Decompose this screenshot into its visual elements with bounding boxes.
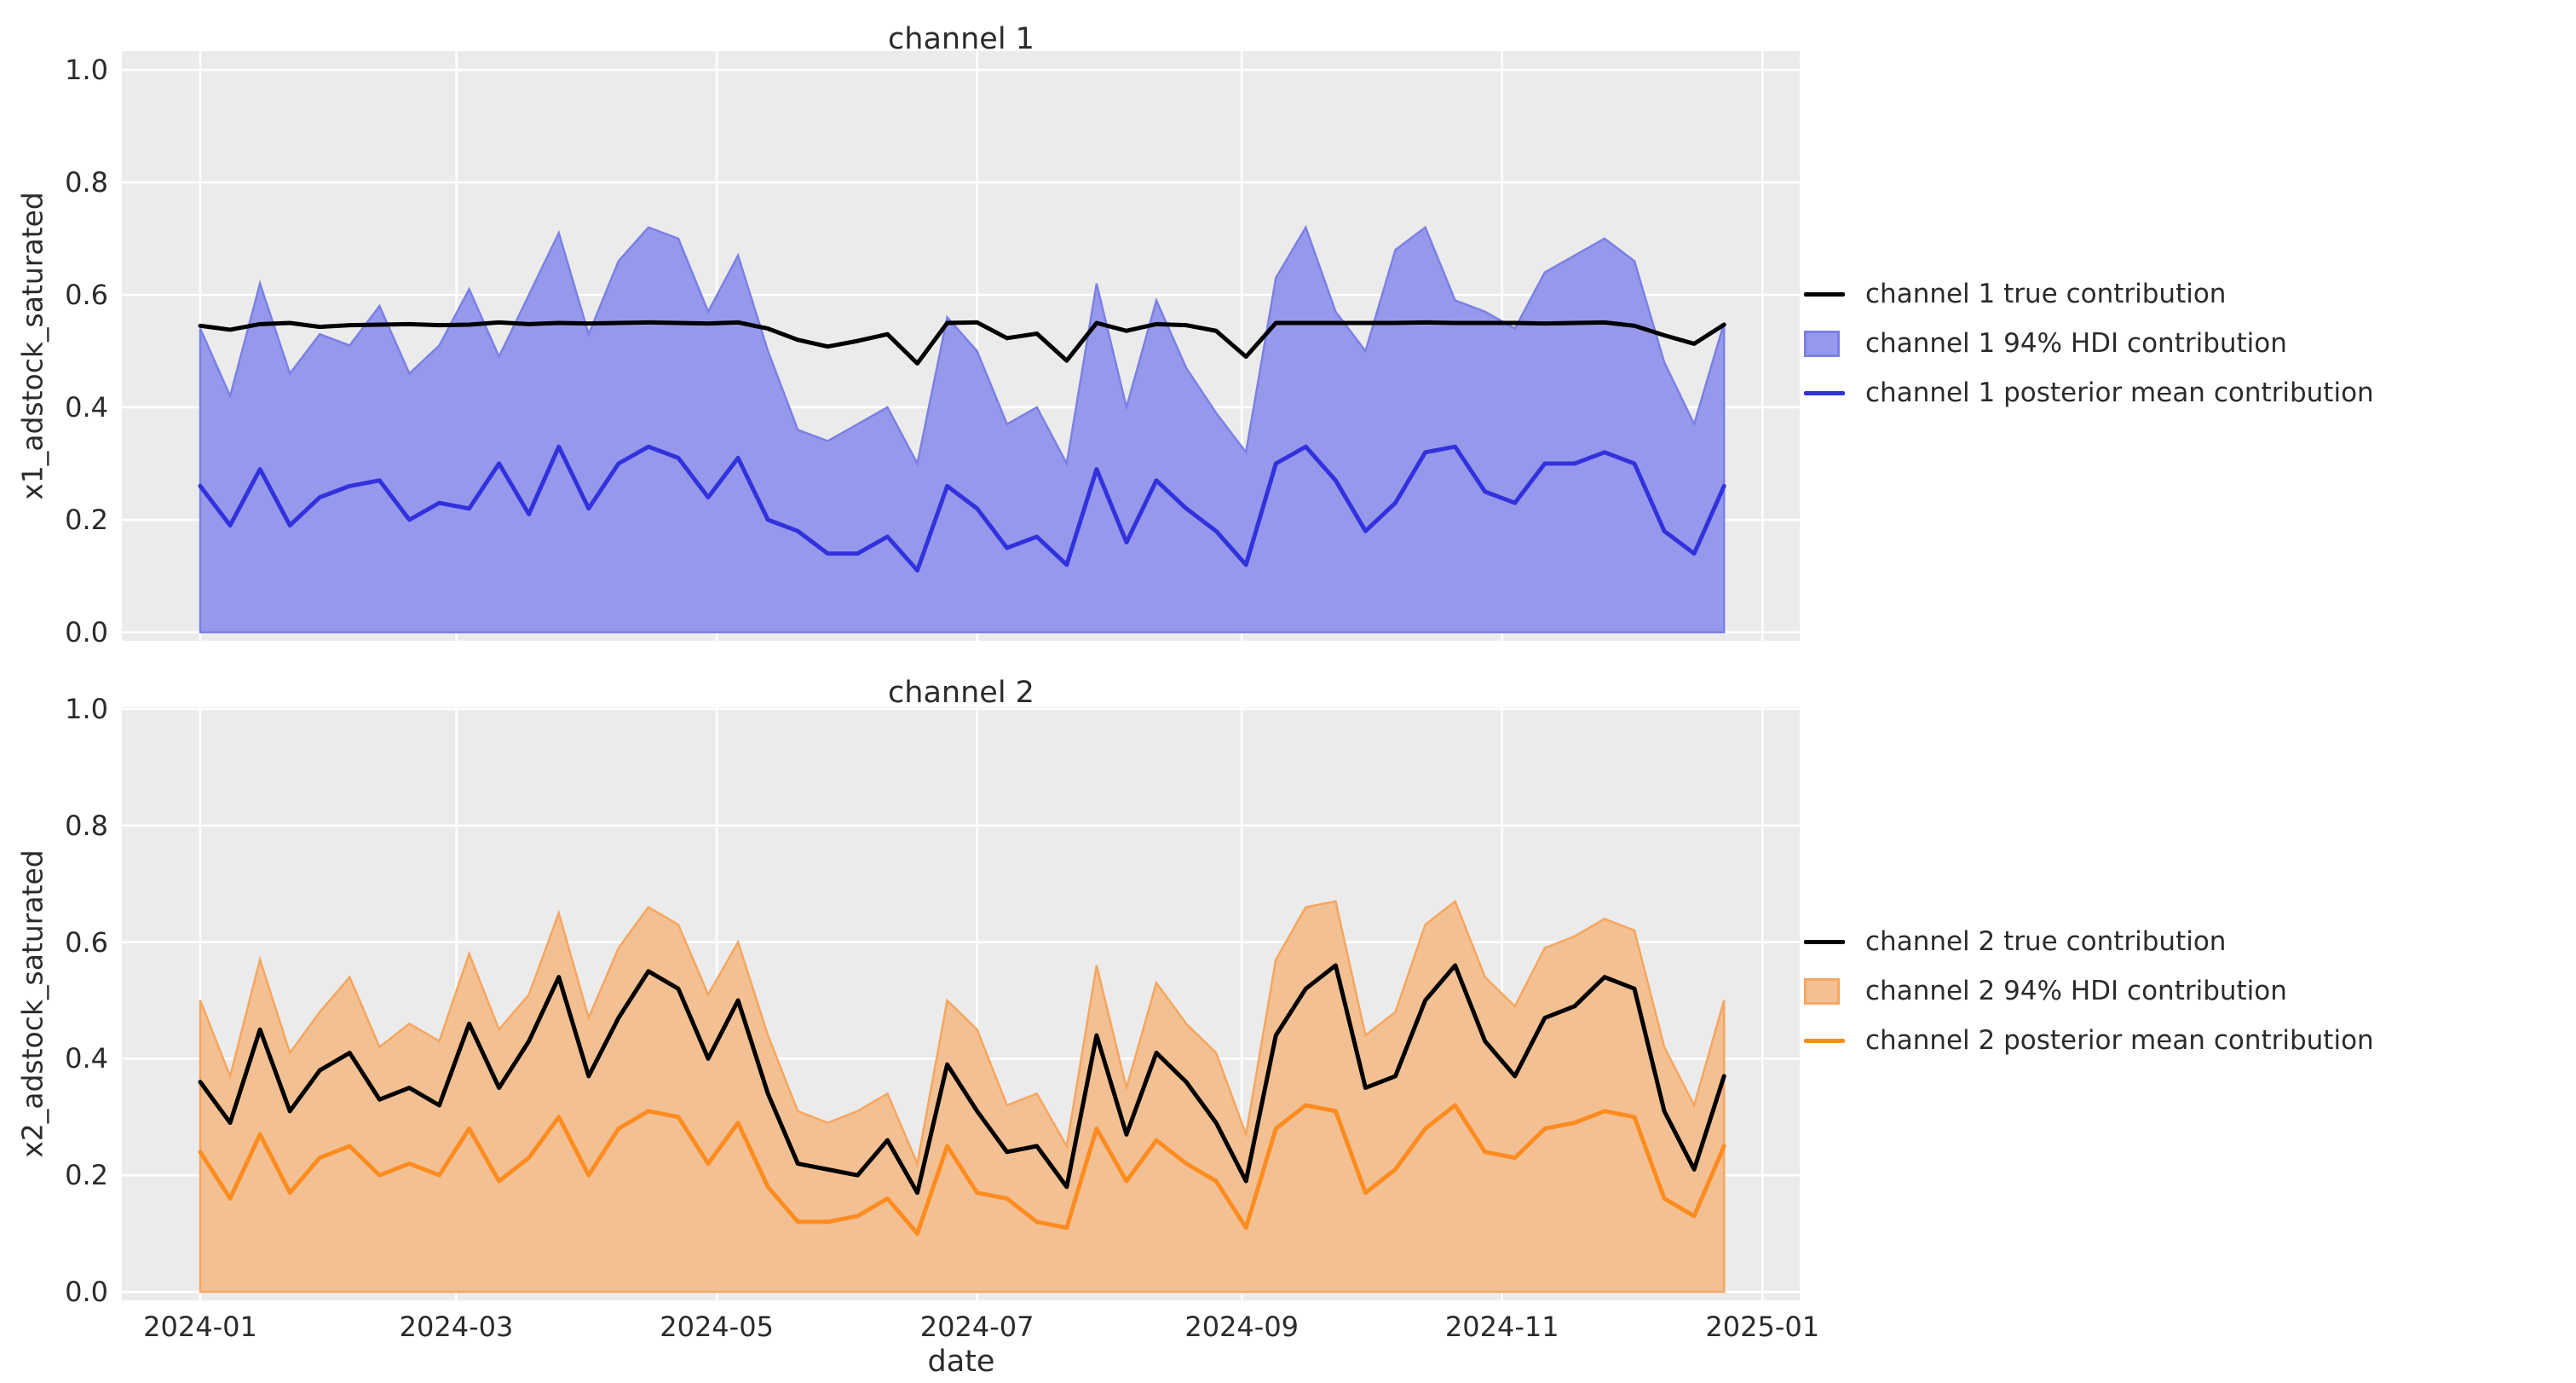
y-tick-label: 0.0 <box>65 1276 108 1308</box>
legend-item: channel 1 true contribution <box>1804 279 2226 309</box>
x-tick-label: 2024-11 <box>1444 1311 1559 1343</box>
y-tick-label: 1.0 <box>65 54 108 86</box>
x-tick-label: 2025-01 <box>1705 1311 1820 1343</box>
legend-item: channel 2 posterior mean contribution <box>1804 1025 2374 1056</box>
posterior-mean-line-swatch <box>1804 390 1845 395</box>
y-tick-label: 0.0 <box>65 616 108 648</box>
chart1-ylabel: x1_adstock_saturated <box>15 192 49 500</box>
chart1-plot-area <box>122 51 1800 641</box>
chart2-plot-area <box>122 707 1800 1300</box>
y-tick-label: 0.6 <box>65 279 108 311</box>
x-tick-label: 2024-05 <box>660 1311 774 1343</box>
legend-label: channel 1 94% HDI contribution <box>1865 328 2287 359</box>
legend-item: channel 1 94% HDI contribution <box>1804 328 2287 359</box>
chart1-title: channel 1 <box>888 22 1034 56</box>
x-tick-label: 2024-09 <box>1184 1311 1300 1343</box>
y-tick-label: 0.2 <box>65 504 108 536</box>
legend-label: channel 1 true contribution <box>1865 279 2227 309</box>
legend-label: channel 2 posterior mean contribution <box>1865 1025 2374 1056</box>
y-tick-label: 1.0 <box>65 693 108 725</box>
y-tick-label: 0.4 <box>65 1042 108 1075</box>
y-tick-label: 0.2 <box>65 1159 108 1192</box>
chart2-ylabel: x2_adstock_saturated <box>15 850 49 1158</box>
hdi-patch-swatch <box>1804 330 1840 357</box>
x-tick-label: 2024-07 <box>919 1311 1034 1343</box>
y-tick-label: 0.8 <box>65 809 108 842</box>
y-tick-label: 0.6 <box>65 925 108 959</box>
x-axis-label: date <box>927 1345 995 1379</box>
y-tick-label: 0.8 <box>65 166 108 199</box>
x-tick-label: 2024-01 <box>143 1311 257 1343</box>
chart2-title: channel 2 <box>888 676 1034 710</box>
legend-item: channel 2 94% HDI contribution <box>1804 976 2287 1006</box>
true-line-swatch <box>1804 291 1845 297</box>
legend-item: channel 1 posterior mean contribution <box>1804 377 2374 408</box>
y-tick-label: 0.4 <box>65 391 108 424</box>
x-tick-label: 2024-03 <box>399 1311 514 1343</box>
posterior-mean-line-swatch <box>1804 1038 1845 1043</box>
hdi-patch-swatch <box>1804 977 1840 1005</box>
legend-label: channel 2 true contribution <box>1865 926 2227 957</box>
legend-item: channel 2 true contribution <box>1804 926 2226 957</box>
legend-label: channel 1 posterior mean contribution <box>1865 377 2374 408</box>
true-line-swatch <box>1804 939 1845 944</box>
legend-label: channel 2 94% HDI contribution <box>1865 976 2287 1006</box>
